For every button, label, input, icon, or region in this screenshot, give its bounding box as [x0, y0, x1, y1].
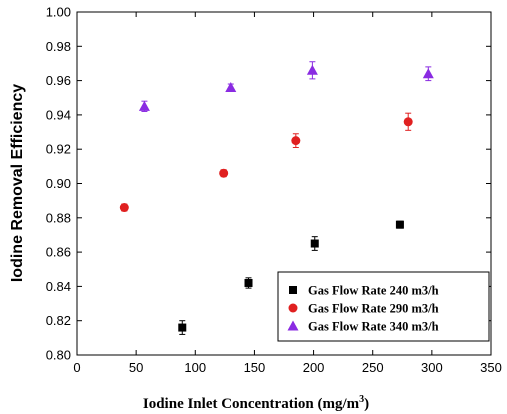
- legend-marker: [289, 286, 297, 294]
- data-point: [403, 117, 413, 127]
- data-point: [178, 323, 187, 332]
- data-point: [395, 220, 404, 229]
- legend-label: Gas Flow Rate 340 m3/h: [308, 320, 439, 334]
- x-tick-label: 250: [362, 360, 384, 375]
- data-point: [310, 239, 319, 248]
- x-tick-label: 300: [421, 360, 443, 375]
- y-tick-label: 0.94: [46, 107, 71, 122]
- data-point: [219, 168, 229, 178]
- y-tick-label: 0.80: [46, 348, 71, 363]
- x-axis-title-superscript: 3: [359, 394, 364, 405]
- data-point: [291, 136, 301, 146]
- legend-label: Gas Flow Rate 240 m3/h: [308, 284, 439, 298]
- x-tick-label: 50: [129, 360, 143, 375]
- series-circle: [119, 112, 413, 213]
- x-axis-title-end: ): [364, 396, 369, 412]
- x-tick-label: 200: [303, 360, 325, 375]
- data-point: [119, 203, 129, 213]
- y-tick-label: 0.90: [46, 176, 71, 191]
- x-tick-label: 0: [73, 360, 80, 375]
- x-tick-label: 100: [184, 360, 206, 375]
- y-axis-title: Iodine Removal Efficiency: [9, 84, 26, 282]
- data-point: [422, 68, 434, 79]
- data-point: [225, 81, 237, 92]
- x-axis-title: Iodine Inlet Concentration (mg/m3): [143, 394, 369, 412]
- y-tick-label: 0.92: [46, 142, 71, 157]
- series-triangle: [138, 61, 434, 112]
- y-tick-label: 0.86: [46, 245, 71, 260]
- legend-marker: [288, 303, 298, 313]
- x-tick-label: 150: [244, 360, 266, 375]
- data-point: [138, 100, 150, 111]
- x-axis-title-main: Iodine Inlet Concentration (mg/m: [143, 396, 360, 412]
- y-tick-label: 0.84: [46, 279, 71, 294]
- legend-box: [277, 271, 490, 342]
- y-tick-label: 0.98: [46, 39, 71, 54]
- legend-label: Gas Flow Rate 290 m3/h: [308, 302, 439, 316]
- data-point: [306, 64, 318, 75]
- data-point: [244, 278, 253, 287]
- y-tick-label: 0.96: [46, 73, 71, 88]
- x-tick-label: 350: [480, 360, 502, 375]
- series-square: [178, 220, 404, 335]
- legend: Gas Flow Rate 240 m3/h Gas Flow Rate 290 …: [277, 271, 490, 342]
- y-tick-label: 1.00: [46, 5, 71, 20]
- y-tick-label: 0.82: [46, 313, 71, 328]
- legend-marker: [287, 320, 299, 331]
- y-tick-label: 0.88: [46, 210, 71, 225]
